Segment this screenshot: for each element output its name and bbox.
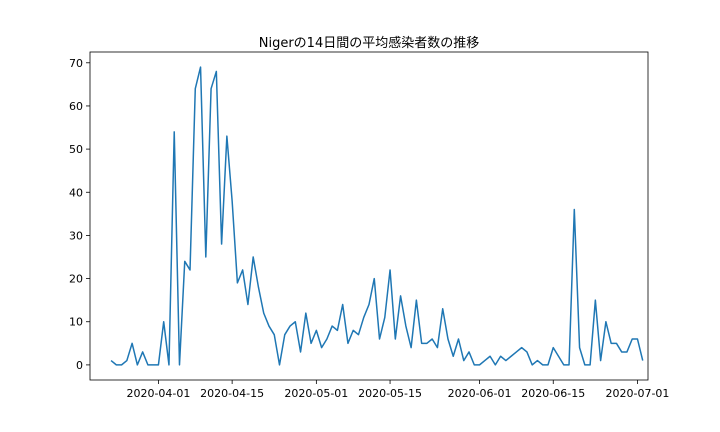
chart-title: Nigerの14日間の平均感染者数の推移	[259, 35, 479, 51]
x-tick-label: 2020-06-01	[448, 387, 512, 400]
y-tick-label: 40	[69, 186, 83, 199]
y-tick-label: 70	[69, 57, 83, 70]
y-tick-label: 60	[69, 100, 83, 113]
x-tick-label: 2020-04-15	[200, 387, 264, 400]
y-tick-label: 30	[69, 229, 83, 242]
x-tick-label: 2020-05-01	[284, 387, 348, 400]
x-tick-label: 2020-07-01	[606, 387, 670, 400]
x-tick-label: 2020-06-15	[521, 387, 585, 400]
x-tick-label: 2020-04-01	[126, 387, 190, 400]
y-tick-label: 0	[76, 359, 83, 372]
x-tick-label: 2020-05-15	[358, 387, 422, 400]
y-tick-label: 20	[69, 273, 83, 286]
y-tick-label: 50	[69, 143, 83, 156]
y-tick-label: 10	[69, 316, 83, 329]
